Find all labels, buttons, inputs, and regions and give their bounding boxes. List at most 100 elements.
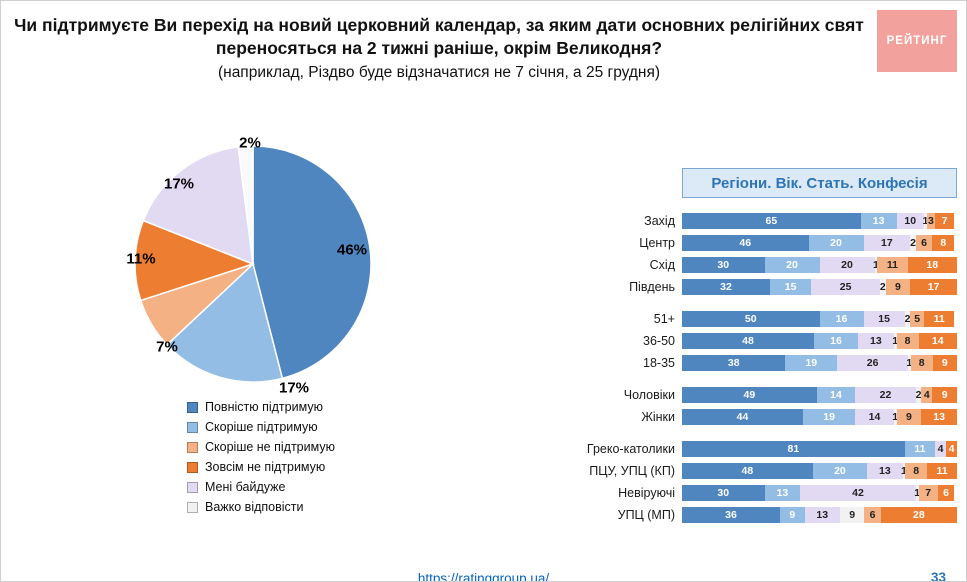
bar-segment-value: 9 — [941, 356, 948, 369]
bar-segment-value: 16 — [830, 334, 842, 347]
page-number: 33 — [930, 570, 946, 582]
bar-chart: Захід 65 13 10 1 3 7 Центр 46 20 17 2 6 8 Схід 30 20 20 1 1… — [561, 213, 961, 539]
bar-segment: 8 — [896, 333, 919, 349]
bar-segment: 8 — [910, 355, 933, 371]
bar-segment: 16 — [814, 333, 858, 349]
bar-track: 38 19 26 1 8 9 — [682, 355, 957, 371]
bar-segment-value: 81 — [787, 442, 800, 455]
slide-subtitle: (наприклад, Різдво буде відзначатися не … — [217, 63, 661, 81]
legend-label: Зовсім не підтримую — [205, 460, 326, 474]
bar-row: 51+ 50 16 15 2 5 11 — [561, 311, 961, 327]
bar-segment: 22 — [855, 387, 916, 403]
pie-legend: Повністю підтримую Скоріше підтримую Скорі… — [187, 397, 335, 517]
slide-title: Чи підтримуєте Ви перехід на новий церко… — [7, 14, 871, 82]
bar-segment-value: 19 — [805, 356, 818, 369]
bar-segment-value: 17 — [927, 280, 940, 293]
bar-segment: 13 — [867, 463, 903, 479]
legend-swatch — [187, 481, 198, 493]
legend-label: Важко відповісти — [205, 500, 304, 514]
bar-segment: 6 — [915, 235, 933, 251]
bar-segment-value: 13 — [933, 410, 945, 423]
bar-row: 36-50 48 16 13 1 8 14 — [561, 333, 961, 349]
pie-slice — [252, 145, 372, 380]
bar-segment-value: 26 — [866, 356, 879, 369]
bar-row-label: ПЦУ, УПЦ (КП) — [589, 464, 675, 478]
bar-row: Захід 65 13 10 1 3 7 — [561, 213, 961, 229]
bar-track: 50 16 15 2 5 11 — [682, 311, 957, 327]
bar-segment-value: 15 — [784, 280, 797, 293]
bar-segment: 7 — [918, 485, 938, 501]
bar-segment-value: 2 — [879, 280, 886, 293]
bar-chart-title: Регіони. Вік. Стать. Конфесія — [682, 168, 957, 198]
bar-segment: 13 — [921, 409, 957, 425]
bar-segment: 1 — [873, 257, 879, 273]
bar-segment: 50 — [682, 311, 820, 327]
bar-row: Жінки 44 19 14 1 9 13 — [561, 409, 961, 425]
bar-segment: 10 — [896, 213, 924, 229]
bar-segment-value: 8 — [940, 236, 947, 249]
bar-segment-value: 9 — [905, 410, 912, 423]
bar-segment: 25 — [811, 279, 880, 295]
bar-segment-value: 17 — [881, 236, 893, 249]
bar-segment: 11 — [877, 257, 908, 273]
bar-segment: 3 — [926, 213, 935, 229]
bar-segment: 15 — [863, 311, 905, 327]
bar-segment-value: 46 — [739, 236, 752, 249]
bar-segment: 42 — [800, 485, 916, 501]
bar-segment-value: 20 — [786, 258, 798, 271]
bar-segment: 20 — [819, 257, 875, 273]
legend-item: Скоріше підтримую — [187, 417, 335, 437]
bar-segment: 4 — [921, 387, 933, 403]
bar-segment-value: 16 — [835, 312, 848, 325]
bar-segment-value: 13 — [878, 464, 891, 477]
bar-segment-value: 7 — [941, 214, 948, 227]
bar-segment: 16 — [819, 311, 864, 327]
bar-segment-value: 10 — [904, 214, 917, 227]
legend-label: Мені байдуже — [205, 480, 286, 494]
bar-group: Чоловіки 49 14 22 2 4 9 Жінки 44 19 14 1 9 13 — [561, 387, 961, 425]
bar-row-label: Центр — [639, 236, 675, 250]
bar-segment: 36 — [682, 507, 781, 523]
bar-segment-value: 9 — [849, 508, 856, 521]
bar-segment: 7 — [935, 213, 955, 229]
bar-segment: 9 — [885, 279, 911, 295]
bar-segment: 1 — [914, 485, 920, 501]
bar-segment: 32 — [682, 279, 770, 295]
bar-segment-value: 48 — [742, 334, 754, 347]
bar-segment-value: 50 — [744, 312, 757, 325]
pie-slice — [165, 262, 284, 383]
bar-row-label: Південь — [629, 280, 675, 294]
bar-segment-value: 7 — [925, 486, 932, 499]
bar-segment-value: 42 — [852, 486, 864, 499]
bar-segment-value: 6 — [921, 236, 927, 249]
legend-label: Скоріше не підтримую — [205, 440, 335, 454]
bar-row-label: Греко-католики — [586, 442, 675, 456]
footer-link[interactable]: https://ratinggroup.ua/ — [417, 571, 550, 582]
bar-track: 36 9 13 9 6 28 — [682, 507, 957, 523]
bar-segment: 18 — [907, 257, 957, 273]
bar-row: Греко-католики 81 11 4 4 — [561, 441, 961, 457]
bar-segment-value: 14 — [868, 410, 881, 423]
bar-segment: 11 — [904, 441, 935, 457]
bar-segment-value: 13 — [816, 508, 829, 521]
bar-track: 65 13 10 1 3 7 — [682, 213, 957, 229]
bar-segment: 9 — [780, 507, 805, 523]
bar-segment-value: 4 — [948, 442, 955, 455]
bar-segment: 1 — [892, 333, 898, 349]
bar-segment: 2 — [916, 387, 921, 403]
bar-segment: 46 — [682, 235, 809, 251]
bar-segment: 8 — [932, 235, 955, 251]
bar-segment-value: 9 — [941, 388, 948, 401]
bar-segment-value: 13 — [870, 334, 882, 347]
bar-segment: 13 — [858, 333, 894, 349]
bar-segment: 5 — [910, 311, 924, 327]
bar-segment: 6 — [937, 485, 955, 501]
bar-segment-value: 48 — [741, 464, 754, 477]
bar-row: Чоловіки 49 14 22 2 4 9 — [561, 387, 961, 403]
bar-group: Греко-католики 81 11 4 4 ПЦУ, УПЦ (КП) 48 20 13 1… — [561, 441, 961, 523]
pie-slice — [134, 219, 256, 302]
bar-segment-value: 2 — [904, 312, 911, 325]
legend-item: Скоріше не підтримую — [187, 437, 335, 457]
bar-segment: 9 — [932, 355, 957, 371]
